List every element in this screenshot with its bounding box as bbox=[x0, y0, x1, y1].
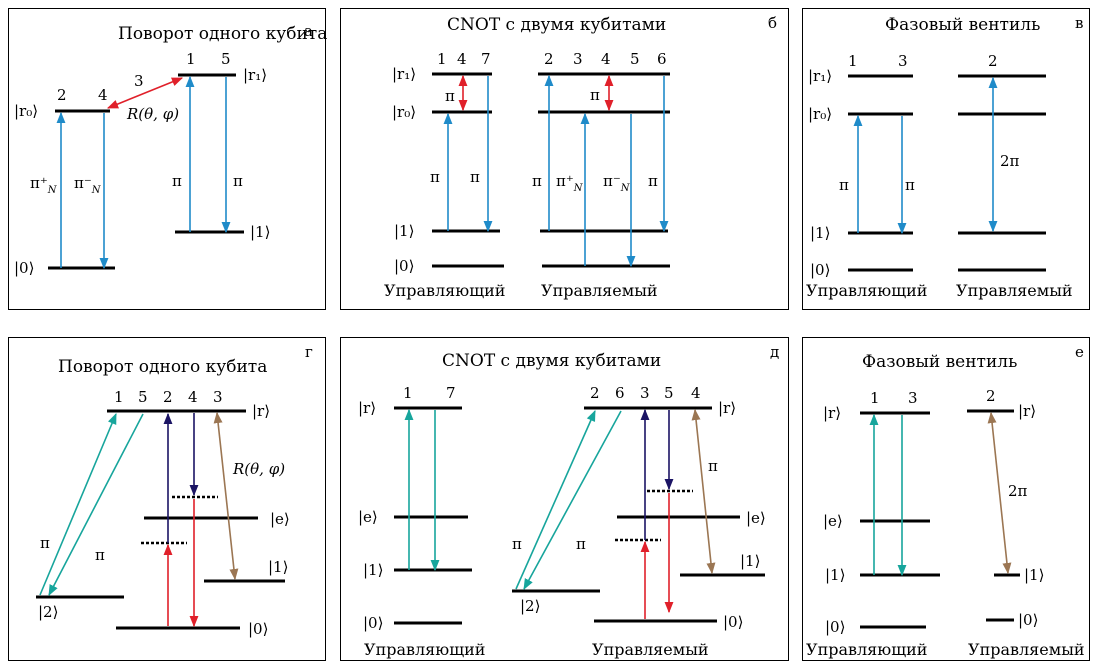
panel-f-frame bbox=[802, 337, 1090, 661]
panel-c-frame bbox=[802, 8, 1090, 310]
panel-e-frame bbox=[340, 337, 789, 661]
panel-b-frame bbox=[340, 8, 789, 310]
panel-d-frame bbox=[8, 337, 326, 661]
panel-a-frame bbox=[8, 8, 326, 310]
